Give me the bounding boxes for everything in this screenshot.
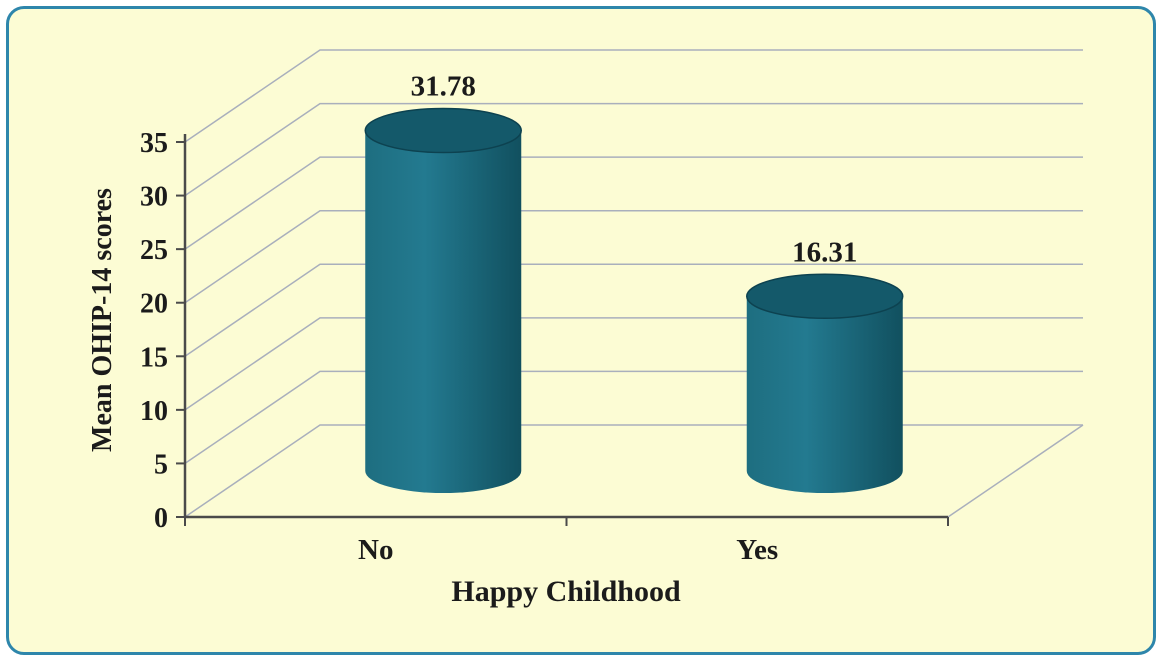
y-tick-label: 10: [140, 396, 168, 427]
y-tick-label: 0: [154, 503, 168, 534]
bar-value-label: 31.78: [411, 71, 476, 103]
y-axis-title: Mean OHIP-14 scores: [87, 188, 118, 452]
y-tick-label: 20: [140, 289, 168, 320]
y-gridline: [184, 209, 1083, 304]
bar-top-ellipse-yes: [746, 273, 904, 319]
y-gridline: [184, 49, 1083, 143]
x-tick-label: Yes: [736, 534, 778, 566]
y-gridline: [184, 156, 1083, 250]
chart-frame: [6, 6, 1156, 655]
y-tick-label: 35: [140, 128, 168, 159]
y-gridline: [184, 424, 1083, 518]
y-gridline: [184, 317, 1083, 411]
y-gridline: [184, 263, 1083, 357]
x-tick-label: No: [358, 534, 393, 566]
y-tick-label: 15: [140, 342, 168, 373]
x-axis-title: Happy Childhood: [451, 575, 681, 608]
floor-right-edge: [947, 424, 1084, 518]
bar-top-ellipse-no: [364, 107, 522, 154]
y-tick-label: 25: [140, 235, 168, 266]
bar-value-label: 16.31: [792, 236, 857, 268]
y-gridline: [184, 102, 1083, 197]
y-tick-label: 5: [154, 449, 168, 480]
y-tick-label: 30: [140, 182, 168, 213]
bar-cylinder-yes: [746, 296, 903, 494]
y-gridline: [184, 370, 1083, 465]
bar-cylinder-no: [365, 130, 522, 494]
